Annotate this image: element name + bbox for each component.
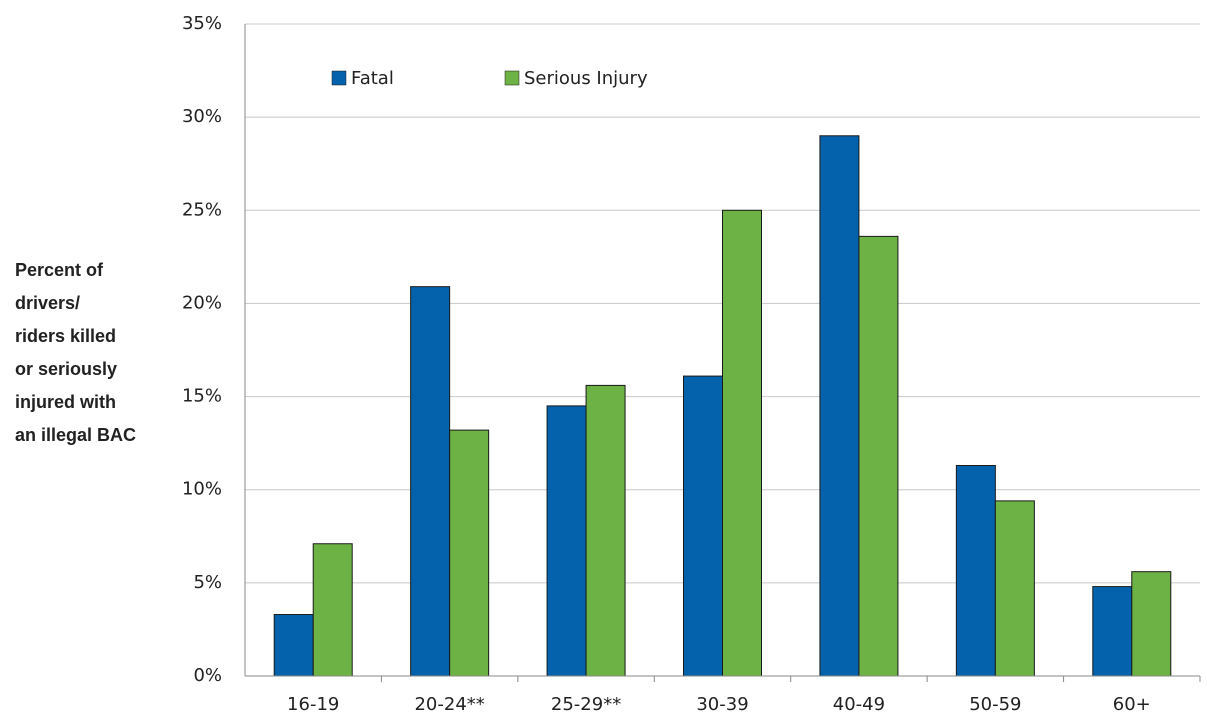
y-tick-label: 5% bbox=[193, 572, 222, 593]
legend-swatch bbox=[331, 70, 347, 86]
bar bbox=[585, 384, 626, 677]
bar bbox=[273, 614, 314, 677]
bar bbox=[683, 375, 723, 677]
x-tick-label: 16-19 bbox=[287, 694, 339, 715]
bar bbox=[858, 235, 899, 677]
y-tick-label: 15% bbox=[182, 386, 222, 407]
y-tick-label: 20% bbox=[182, 292, 222, 313]
bar bbox=[955, 464, 996, 677]
y-axis-label: injured with bbox=[15, 392, 116, 412]
bar bbox=[819, 135, 860, 677]
x-tick-label: 40-49 bbox=[833, 694, 885, 715]
x-tick-label: 20-24** bbox=[414, 694, 484, 715]
y-tick-label: 25% bbox=[182, 199, 222, 220]
legend-label: Fatal bbox=[351, 68, 394, 89]
bar bbox=[449, 429, 490, 677]
bar bbox=[994, 500, 1035, 677]
y-axis-label: an illegal BAC bbox=[15, 425, 136, 445]
bar bbox=[312, 543, 353, 677]
y-tick-label: 0% bbox=[193, 665, 222, 686]
y-axis-label: drivers/ bbox=[15, 293, 80, 313]
legend-label: Serious Injury bbox=[524, 68, 648, 89]
bar bbox=[546, 405, 587, 677]
x-tick-label: 50-59 bbox=[969, 694, 1021, 715]
bar bbox=[1092, 586, 1133, 677]
bar bbox=[722, 209, 762, 677]
y-tick-label: 35% bbox=[182, 13, 222, 34]
y-tick-label: 30% bbox=[182, 106, 222, 127]
legend-swatch bbox=[504, 70, 520, 86]
y-tick-label: 10% bbox=[182, 479, 222, 500]
bar bbox=[1131, 571, 1172, 677]
x-tick-label: 60+ bbox=[1113, 694, 1151, 715]
y-axis-label: riders killed bbox=[15, 326, 116, 346]
y-axis-label: Percent of bbox=[15, 260, 104, 280]
bar bbox=[410, 286, 451, 677]
x-tick-label: 30-39 bbox=[696, 694, 748, 715]
x-tick-label: 25-29** bbox=[551, 694, 621, 715]
y-axis-label: or seriously bbox=[15, 359, 117, 379]
